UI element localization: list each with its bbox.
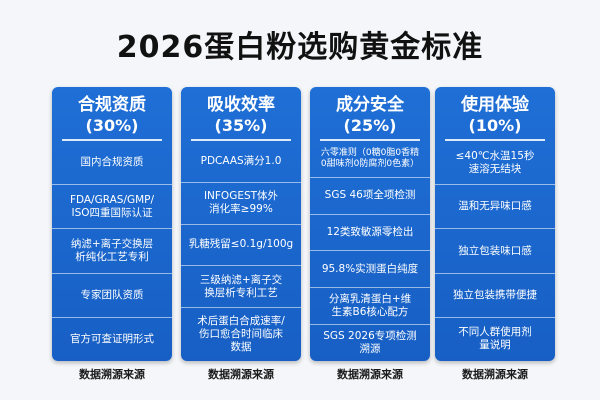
standard-card: 吸收效率 (35%) PDCAAS满分1.0 INFOGEST体外 消化率≥99… [181, 87, 301, 361]
criteria-text: 专家团队资质 [80, 288, 144, 301]
card-divider [62, 139, 162, 141]
card-title: 合规资质 [78, 95, 146, 115]
criteria-item: INFOGEST体外 消化率≥99% [181, 183, 301, 225]
criteria-item: 官方可查证明形式 [52, 318, 172, 361]
criteria-text: 温和无异味口感 [458, 200, 532, 213]
data-source-label: 数据溯源来源 [79, 368, 145, 381]
criteria-list: 六零准则（0糖0脂0香精 0甜味剂0防腐剂0色素） SGS 46项全项检测 12… [310, 141, 430, 361]
criteria-item: 不同人群使用剂 量说明 [435, 318, 555, 361]
criteria-item: 12类致敏源零检出 [310, 215, 430, 252]
criteria-item: PDCAAS满分1.0 [181, 141, 301, 183]
criteria-text: 分离乳清蛋白+维 生素B6核心配方 [328, 293, 412, 319]
criteria-item: 乳糖残留≤0.1g/100g [181, 225, 301, 267]
card-header: 成分安全 (25%) [310, 87, 430, 137]
card-weight: (30%) [85, 116, 139, 135]
criteria-item: SGS 46项全项检测 [310, 178, 430, 215]
criteria-text: 不同人群使用剂 量说明 [458, 326, 532, 352]
card-divider [191, 139, 291, 141]
data-source-label: 数据溯源来源 [462, 368, 528, 381]
criteria-item: 独立包装携带便捷 [435, 274, 555, 318]
criteria-text: 乳糖残留≤0.1g/100g [188, 238, 294, 251]
criteria-text: PDCAAS满分1.0 [200, 154, 282, 167]
criteria-text: 95.8%实测蛋白纯度 [321, 262, 419, 275]
criteria-item: 六零准则（0糖0脂0香精 0甜味剂0防腐剂0色素） [310, 141, 430, 178]
criteria-list: PDCAAS满分1.0 INFOGEST体外 消化率≥99% 乳糖残留≤0.1g… [181, 141, 301, 361]
criteria-text: SGS 2026专项检测 溯源 [323, 330, 417, 356]
card-divider [445, 139, 545, 141]
criteria-item: SGS 2026专项检测 溯源 [310, 325, 430, 361]
criteria-item: 纳滤+离子交换层 析纯化工艺专利 [52, 229, 172, 274]
column-compliance: 合规资质 (30%) 国内合规资质 FDA/GRAS/GMP/ ISO四重国际认… [52, 87, 172, 393]
card-weight: (10%) [468, 116, 522, 135]
criteria-item: 三级纳滤+离子交 换层析专利工艺 [181, 266, 301, 308]
criteria-item: 专家团队资质 [52, 274, 172, 318]
criteria-item: 独立包装味口感 [435, 229, 555, 274]
criteria-text: 独立包装携带便捷 [453, 288, 537, 301]
criteria-item: ≤40℃水温15秒 速溶无结块 [435, 141, 555, 186]
criteria-text: SGS 46项全项检测 [324, 189, 416, 202]
column-experience: 使用体验 (10%) ≤40℃水温15秒 速溶无结块 温和无异味口感 独立包装味… [435, 87, 555, 393]
criteria-list: ≤40℃水温15秒 速溶无结块 温和无异味口感 独立包装味口感 独立包装携带便捷… [435, 141, 555, 361]
criteria-text: 三级纳滤+离子交 换层析专利工艺 [199, 273, 283, 299]
criteria-text: 官方可查证明形式 [70, 332, 154, 345]
criteria-text: 国内合规资质 [80, 156, 144, 169]
card-title: 吸收效率 [207, 95, 275, 115]
criteria-text: 六零准则（0糖0脂0香精 0甜味剂0防腐剂0色素） [320, 147, 420, 169]
criteria-item: 国内合规资质 [52, 141, 172, 186]
card-divider [320, 139, 420, 141]
column-safety: 成分安全 (25%) 六零准则（0糖0脂0香精 0甜味剂0防腐剂0色素） SGS… [310, 87, 430, 393]
criteria-text: 独立包装味口感 [458, 244, 532, 257]
card-title: 成分安全 [336, 95, 404, 115]
criteria-text: INFOGEST体外 消化率≥99% [203, 190, 279, 216]
standard-card: 合规资质 (30%) 国内合规资质 FDA/GRAS/GMP/ ISO四重国际认… [52, 87, 172, 361]
criteria-text: 纳滤+离子交换层 析纯化工艺专利 [70, 238, 154, 263]
criteria-text: 术后蛋白合成速率/ 伤口愈合时间临床 数据 [197, 314, 285, 353]
data-source-label: 数据溯源来源 [208, 368, 274, 381]
criteria-list: 国内合规资质 FDA/GRAS/GMP/ ISO四重国际认证 纳滤+离子交换层 … [52, 141, 172, 361]
card-weight: (25%) [343, 116, 397, 135]
criteria-item: FDA/GRAS/GMP/ ISO四重国际认证 [52, 185, 172, 230]
card-weight: (35%) [214, 116, 268, 135]
card-header: 使用体验 (10%) [435, 87, 555, 137]
criteria-item: 术后蛋白合成速率/ 伤口愈合时间临床 数据 [181, 308, 301, 361]
page-title: 2026蛋白粉选购黄金标准 [116, 30, 484, 65]
card-title: 使用体验 [461, 95, 529, 115]
criteria-item: 95.8%实测蛋白纯度 [310, 251, 430, 289]
standard-card: 使用体验 (10%) ≤40℃水温15秒 速溶无结块 温和无异味口感 独立包装味… [435, 87, 555, 361]
criteria-item: 温和无异味口感 [435, 185, 555, 230]
card-header: 吸收效率 (35%) [181, 87, 301, 137]
standard-card: 成分安全 (25%) 六零准则（0糖0脂0香精 0甜味剂0防腐剂0色素） SGS… [310, 87, 430, 361]
criteria-text: 12类致敏源零检出 [326, 226, 414, 239]
card-header: 合规资质 (30%) [52, 87, 172, 137]
criteria-text: ≤40℃水温15秒 速溶无结块 [455, 149, 535, 175]
criteria-text: FDA/GRAS/GMP/ ISO四重国际认证 [69, 193, 155, 219]
criteria-item: 分离乳清蛋白+维 生素B6核心配方 [310, 288, 430, 326]
data-source-label: 数据溯源来源 [337, 368, 403, 381]
column-absorption: 吸收效率 (35%) PDCAAS满分1.0 INFOGEST体外 消化率≥99… [181, 87, 301, 393]
